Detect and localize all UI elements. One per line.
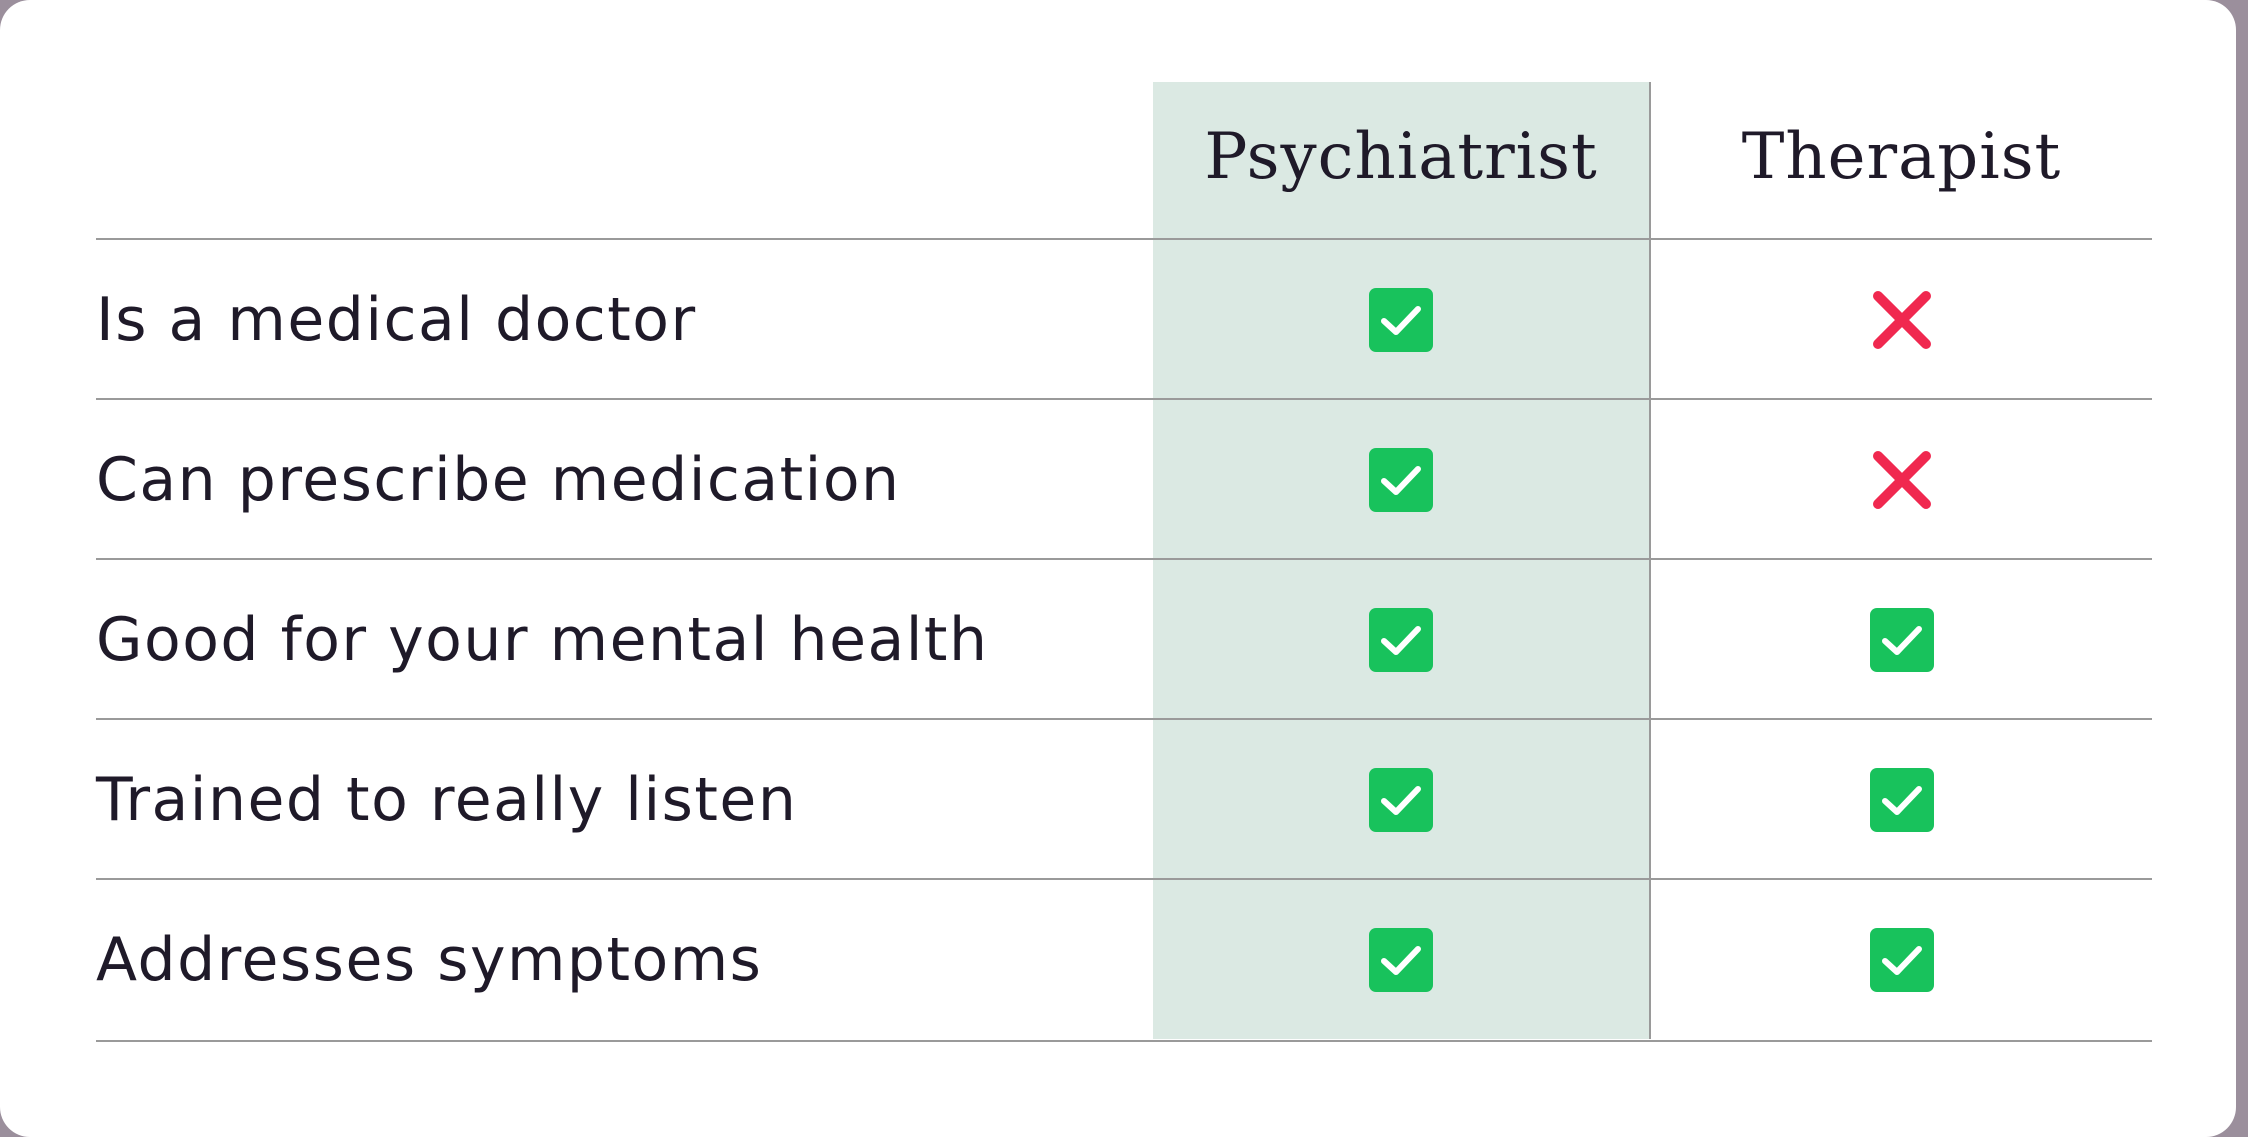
table-row: Good for your mental health [96,558,2152,720]
column-divider [1649,82,1651,1039]
check-icon [1369,288,1433,352]
row-label: Trained to really listen [96,765,798,835]
psychiatrist-cell [1153,560,1649,720]
therapist-cell [1651,720,2152,880]
check-icon [1869,928,1934,992]
therapist-cell [1651,400,2152,560]
table-row: Trained to really listen [96,718,2152,880]
column-header-therapist: Therapist [1741,120,2062,194]
therapist-cell [1651,560,2152,720]
psychiatrist-cell [1153,400,1649,560]
check-icon [1369,768,1433,832]
table-row: Can prescribe medication [96,398,2152,560]
table-row: Is a medical doctor [96,238,2152,400]
check-icon [1369,928,1433,992]
row-label: Is a medical doctor [96,285,697,355]
cross-icon [1872,291,1931,349]
cross-icon [1872,451,1931,509]
therapist-cell [1651,240,2152,400]
row-label: Can prescribe medication [96,445,901,515]
psychiatrist-cell [1153,880,1649,1040]
row-label: Addresses symptoms [96,925,763,995]
check-icon [1369,608,1433,672]
psychiatrist-cell [1153,720,1649,880]
therapist-cell [1651,880,2152,1040]
psychiatrist-cell [1153,240,1649,400]
column-header-psychiatrist: Psychiatrist [1204,120,1598,194]
comparison-table: Psychiatrist Therapist Is a medical doct… [96,0,2152,1042]
table-row: Addresses symptoms [96,878,2152,1042]
check-icon [1869,608,1934,672]
check-icon [1369,448,1433,512]
check-icon [1869,768,1934,832]
row-label: Good for your mental health [96,605,989,675]
